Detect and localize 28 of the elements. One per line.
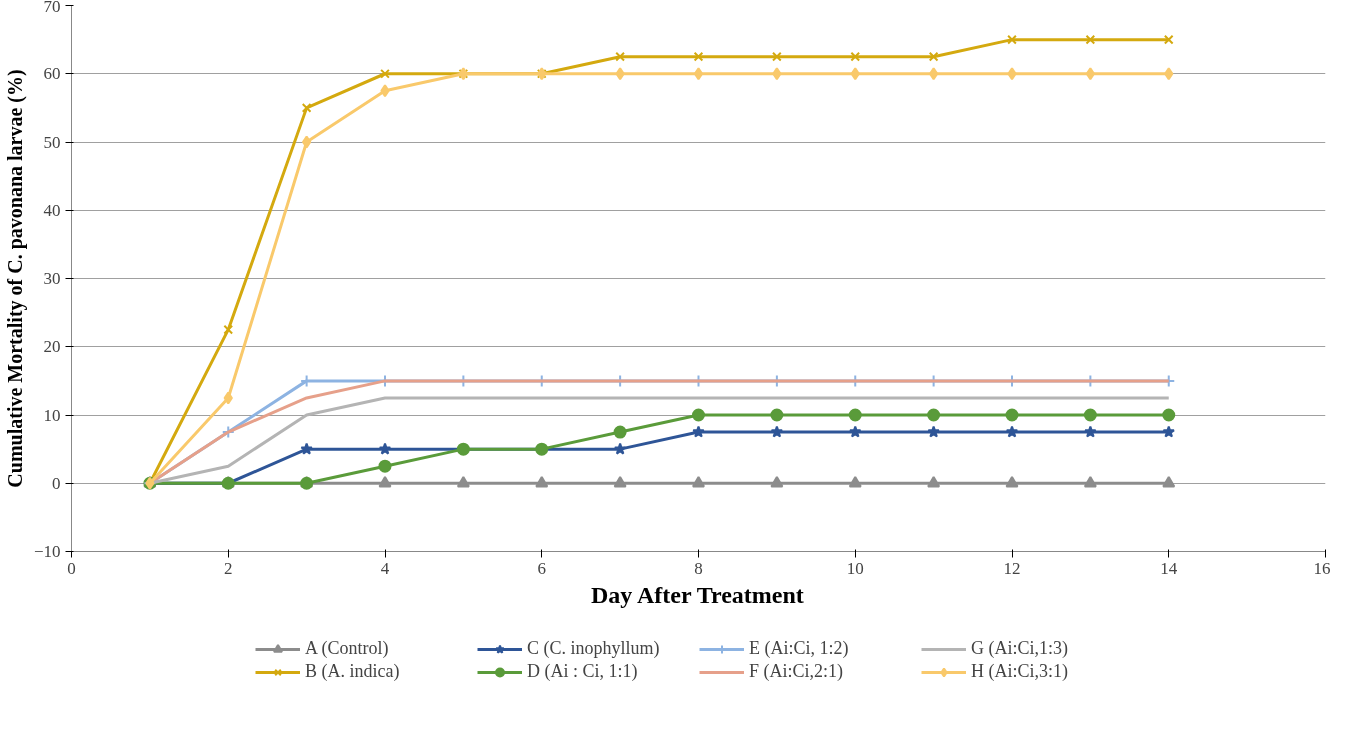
x-tick-label: 4 [380,558,390,578]
y-tick-label: 40 [43,200,61,220]
x-axis-title: Day After Treatment [590,581,804,608]
x-tick-label: 10 [846,558,864,578]
y-tick-label: 20 [43,337,61,357]
x-tick-label: 14 [1160,558,1178,578]
y-axis-title: Cumulative Mortality of C. pavonana larvae (%) [3,69,27,488]
y-tick-label: −10 [33,542,61,561]
x-tick-label: 16 [1313,558,1331,578]
legend-label: H (Ai:Ci,3:1) [971,661,1069,682]
legend-label: D (Ai : Ci, 1:1) [527,661,639,682]
x-tick-label: 0 [67,558,76,578]
legend-label: G (Ai:Ci,1:3) [971,638,1069,659]
legend-label: F (Ai:Ci,2:1) [749,661,844,682]
legend-label: C (C. inophyllum) [527,638,661,659]
y-tick-label: 10 [43,405,61,425]
legend-label: A (Control) [305,638,390,659]
x-tick-label: 2 [224,558,233,578]
legend-label: B (A. indica) [305,661,401,682]
y-tick-label: 70 [43,0,61,16]
x-tick-label: 6 [537,558,546,578]
y-tick-label: 0 [52,473,61,493]
y-tick-label: 50 [43,132,61,152]
y-tick-label: 30 [43,269,61,288]
x-tick-label: 12 [1003,558,1021,578]
legend-label: E (Ai:Ci, 1:2) [749,638,850,659]
x-tick-label: 8 [694,558,703,578]
y-tick-label: 60 [43,64,61,84]
